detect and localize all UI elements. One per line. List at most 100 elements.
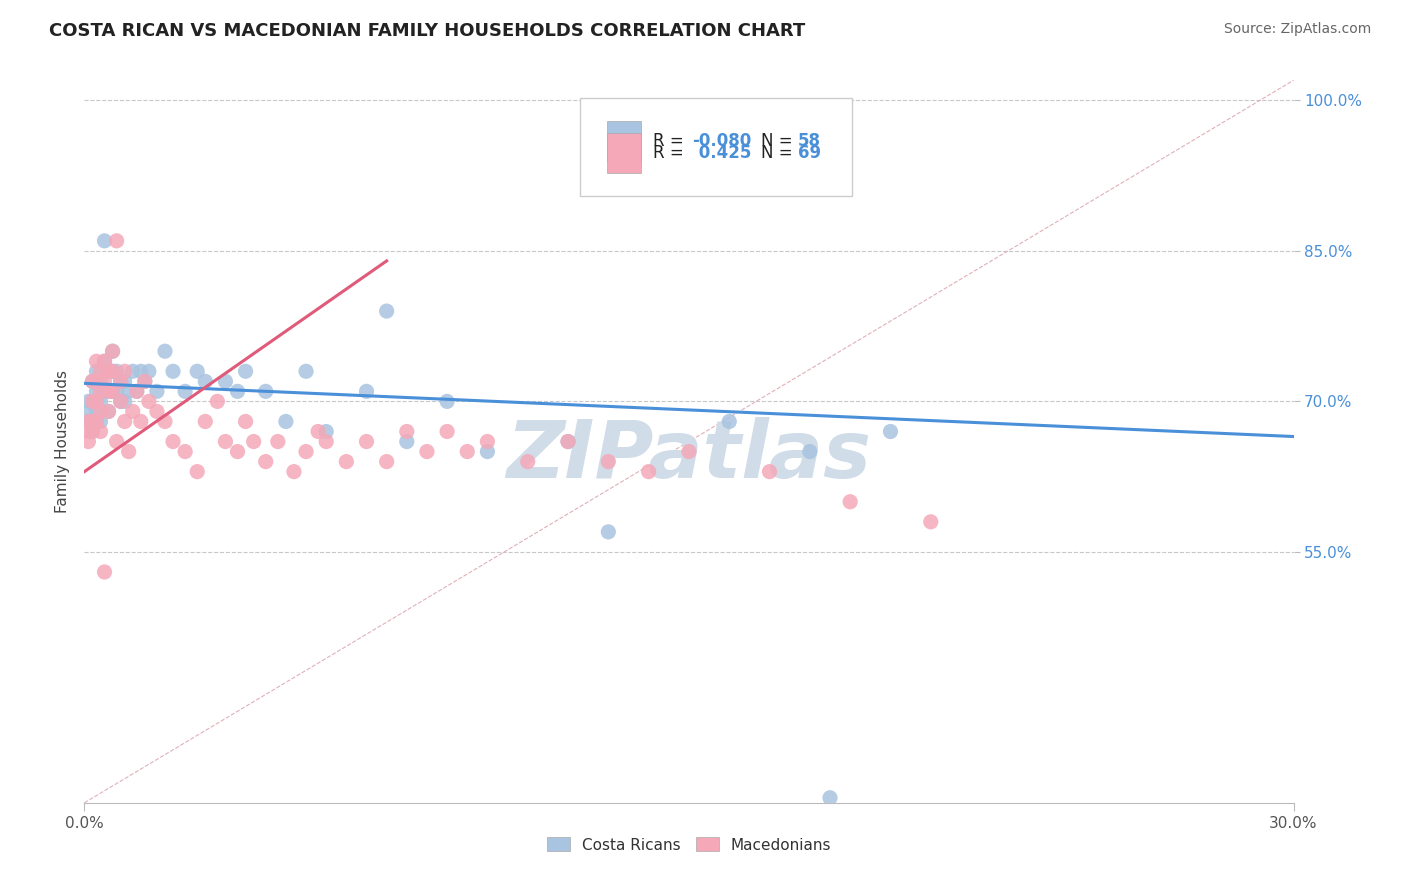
Point <box>93 354 115 368</box>
Point <box>105 234 128 248</box>
Point <box>395 425 418 439</box>
Point <box>214 374 236 388</box>
Point <box>254 454 277 468</box>
Point <box>77 394 100 409</box>
Point <box>101 384 124 399</box>
Point <box>637 465 659 479</box>
Text: -0.080: -0.080 <box>693 132 752 151</box>
Point <box>186 465 208 479</box>
Text: COSTA RICAN VS MACEDONIAN FAMILY HOUSEHOLDS CORRELATION CHART: COSTA RICAN VS MACEDONIAN FAMILY HOUSEHO… <box>49 22 806 40</box>
Point <box>335 454 357 468</box>
Point <box>375 454 398 468</box>
Text: N =: N = <box>762 132 799 151</box>
Point <box>162 434 184 449</box>
Point <box>436 394 458 409</box>
Point <box>315 425 337 439</box>
Point <box>93 374 115 388</box>
Text: 0.425: 0.425 <box>693 144 751 161</box>
Point <box>97 364 120 378</box>
Point <box>718 414 741 428</box>
Point <box>86 414 108 428</box>
Point <box>82 374 104 388</box>
Point <box>146 384 169 399</box>
Point <box>105 434 128 449</box>
Point <box>920 515 942 529</box>
Point <box>356 434 378 449</box>
Point <box>86 374 108 388</box>
Point <box>101 384 124 399</box>
Point <box>274 414 297 428</box>
Point <box>153 414 176 428</box>
Point <box>86 384 108 399</box>
Point <box>678 444 700 458</box>
Point <box>138 394 160 409</box>
Point <box>77 414 100 428</box>
Point <box>134 374 156 388</box>
Point <box>118 384 141 399</box>
Point <box>110 394 132 409</box>
Point <box>758 465 780 479</box>
Point <box>82 414 104 428</box>
Point <box>97 404 120 418</box>
Legend: Costa Ricans, Macedonians: Costa Ricans, Macedonians <box>538 830 839 860</box>
Point <box>818 790 841 805</box>
Point <box>436 425 458 439</box>
Point <box>295 444 318 458</box>
Text: N =: N = <box>762 144 799 161</box>
Point <box>267 434 290 449</box>
Point <box>118 444 141 458</box>
Point <box>307 425 329 439</box>
Point <box>557 434 579 449</box>
Point <box>105 364 128 378</box>
Point <box>93 354 115 368</box>
Point <box>375 304 398 318</box>
Point <box>114 364 136 378</box>
Point <box>146 404 169 418</box>
Point <box>214 434 236 449</box>
Point <box>879 425 901 439</box>
Point <box>598 524 620 539</box>
Text: R =: R = <box>652 144 689 161</box>
Point <box>283 465 305 479</box>
Point <box>125 384 148 399</box>
Text: Source: ZipAtlas.com: Source: ZipAtlas.com <box>1223 22 1371 37</box>
Point <box>97 364 120 378</box>
Point <box>129 364 152 378</box>
Point <box>114 414 136 428</box>
Point <box>97 404 120 418</box>
Point <box>395 434 418 449</box>
Point <box>86 394 108 409</box>
Point <box>516 454 538 468</box>
Point <box>82 374 104 388</box>
Point <box>194 414 217 428</box>
Point <box>235 364 257 378</box>
Point <box>86 414 108 428</box>
Point <box>97 384 120 399</box>
Point <box>86 404 108 418</box>
Point <box>114 394 136 409</box>
Point <box>93 234 115 248</box>
Point <box>89 374 111 388</box>
Point <box>456 444 478 458</box>
Point <box>121 364 143 378</box>
Point <box>82 394 104 409</box>
Point <box>89 384 111 399</box>
Point <box>162 364 184 378</box>
Point <box>110 394 132 409</box>
Point <box>89 364 111 378</box>
Point <box>93 384 115 399</box>
Point <box>477 444 499 458</box>
Text: 58: 58 <box>797 132 821 151</box>
Point <box>839 494 862 508</box>
Point <box>77 414 100 428</box>
Point <box>77 434 100 449</box>
Point <box>82 394 104 409</box>
Point <box>114 374 136 388</box>
Point <box>89 404 111 418</box>
Point <box>93 565 115 579</box>
Point <box>174 384 197 399</box>
Point <box>254 384 277 399</box>
Point <box>295 364 318 378</box>
Point <box>226 384 249 399</box>
Point <box>799 444 821 458</box>
